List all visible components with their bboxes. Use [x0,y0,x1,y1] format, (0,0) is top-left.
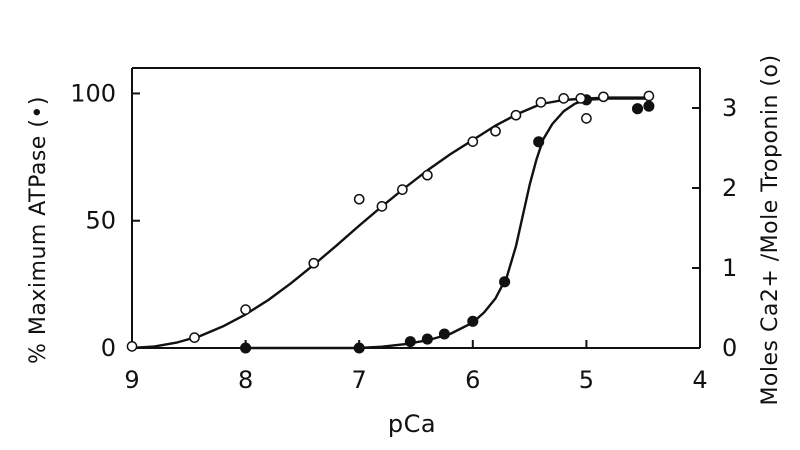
text-layer: pCa % Maximum ATPase (•) Moles Ca2+ /Mol… [26,54,783,438]
atpase-point-0 [240,342,252,354]
atpase-fit-curve [244,97,651,350]
atpase-point-10 [643,100,655,112]
curves-layer [130,96,651,350]
atpase-point-6 [499,276,511,288]
atpase-point-9 [631,103,644,115]
x-tick-label-8: 8 [238,366,253,394]
troponin-fit-curve [130,96,651,350]
atpase-point-4 [438,328,450,340]
atpase-point-7 [533,136,545,148]
troponin-point-2 [240,304,251,315]
left-y-tick-label-0: 0 [101,334,116,362]
left-y-tick-label-100: 100 [70,79,116,107]
troponin-point-5 [376,201,388,212]
right-y-tick-label-2: 2 [722,174,737,202]
right-y-tick-label-3: 3 [722,94,737,122]
x-tick-label-5: 5 [579,366,594,394]
troponin-point-1 [189,332,200,343]
troponin-point-7 [422,169,433,181]
y-axis-label-left: % Maximum ATPase (•) [26,96,51,364]
x-axis-label: pCa [388,410,436,438]
atpase-point-1 [353,342,365,354]
x-tick-label-6: 6 [465,366,480,394]
troponin-point-0 [126,341,138,352]
atpase-point-2 [404,336,416,348]
atpase-point-3 [421,333,433,345]
atpase-point-5 [467,315,479,327]
troponin-point-11 [535,97,547,108]
troponin-point-10 [510,109,522,121]
points-layer [126,90,655,354]
left-y-tick-label-50: 50 [85,207,116,235]
x-tick-label-4: 4 [692,366,707,394]
troponin-point-14 [581,113,592,124]
x-tick-label-7: 7 [352,366,367,394]
troponin-point-6 [397,184,408,195]
troponin-point-8 [467,136,479,147]
x-tick-label-9: 9 [124,366,139,394]
troponin-point-12 [558,93,570,104]
y-axis-label-right: Moles Ca2+ /Mole Troponin (o) [758,54,783,405]
troponin-point-15 [598,91,609,103]
troponin-point-13 [575,93,587,104]
troponin-point-4 [353,193,365,205]
right-y-tick-label-0: 0 [722,334,737,362]
right-y-tick-label-1: 1 [722,254,737,282]
troponin-point-9 [490,125,501,137]
troponin-point-3 [308,257,320,269]
troponin-point-16 [643,90,655,102]
